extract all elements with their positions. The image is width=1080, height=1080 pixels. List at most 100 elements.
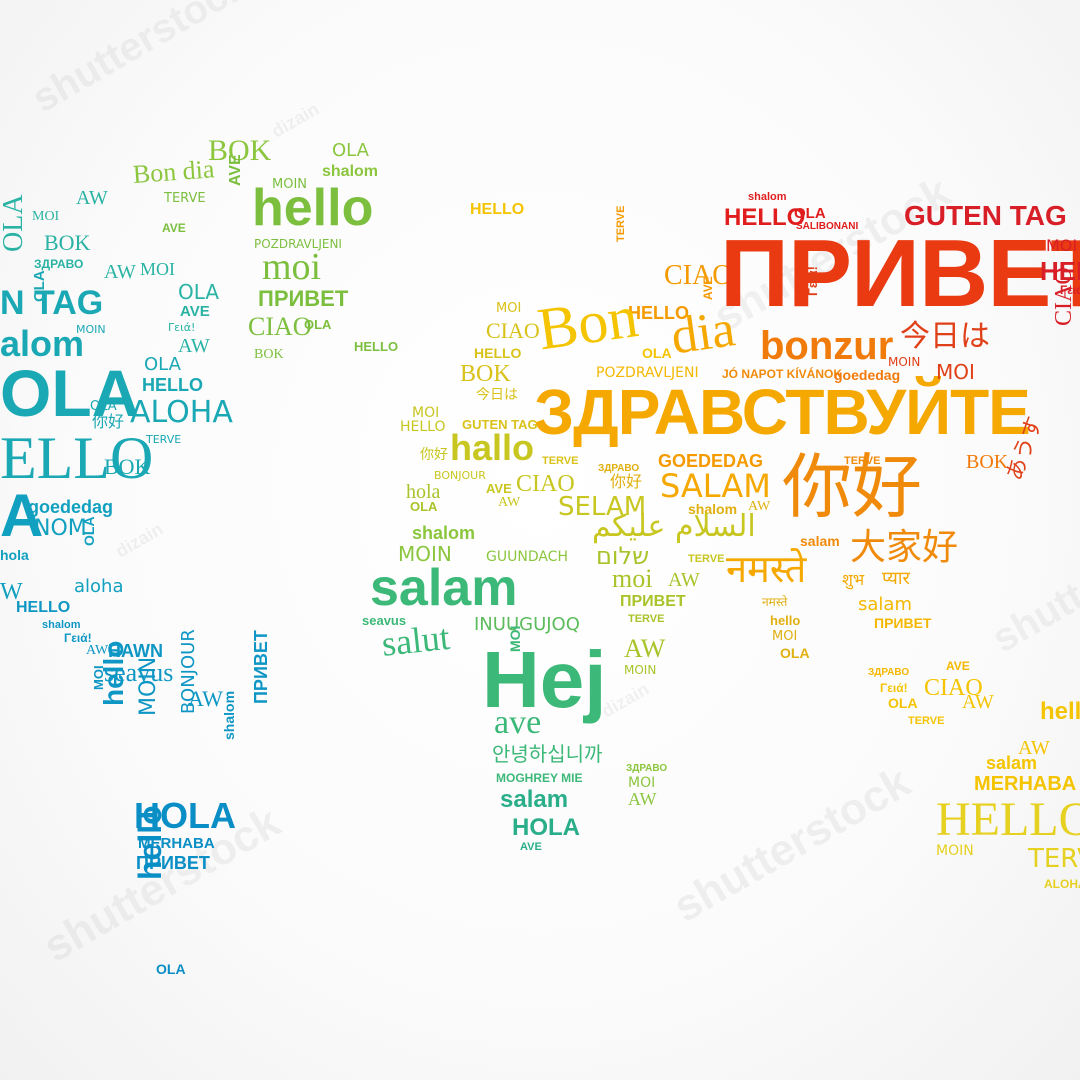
greeting-word: moi (262, 246, 322, 288)
greeting-word: HELLO (936, 793, 1080, 846)
greeting-word: HELLO (354, 339, 399, 354)
greeting-word: BOK (460, 361, 511, 387)
greeting-word: SALIBONANI (796, 221, 859, 232)
greeting-word: hello (98, 640, 129, 706)
greeting-word: BOK (104, 454, 151, 479)
greeting-word: shalom (688, 501, 738, 517)
greeting-word: HELL (1040, 256, 1080, 286)
greeting-word: aloha (74, 576, 124, 597)
greeting-word: GUUNDACH (486, 549, 568, 565)
greeting-word: 你好 (92, 412, 125, 431)
greeting-word: AVE (520, 841, 542, 853)
greeting-word: salut (379, 616, 452, 664)
greeting-word: AVE (227, 154, 244, 186)
greeting-word: AVE (701, 276, 715, 300)
greeting-word: ELLO (0, 425, 154, 491)
greeting-word: AW (188, 686, 223, 711)
greeting-word: AW (76, 187, 108, 209)
greeting-word: AW (86, 643, 109, 658)
greeting-word: hello (252, 179, 374, 237)
greeting-word: NOM (34, 516, 87, 541)
greeting-word: ЗДРАВО (868, 667, 910, 678)
greeting-word: AW (628, 789, 657, 809)
greeting-word: OLA (31, 270, 48, 302)
greeting-word: Γειά! (168, 321, 196, 334)
greeting-word: CIAO (486, 318, 540, 343)
greeting-word: OLA (0, 356, 140, 430)
greeting-word: OLA (794, 205, 826, 222)
greeting-word: MOI (936, 360, 975, 384)
greeting-word: OLA (81, 516, 97, 546)
greeting-word: N TAG (0, 284, 104, 322)
greeting-word: JÓ NAPOT KÍVÁNOK (722, 367, 843, 381)
greeting-word: AW (748, 499, 771, 514)
greeting-word: TERVE (688, 553, 725, 565)
greeting-word: HELLO (628, 303, 689, 323)
greeting-word: Γειά! (805, 266, 820, 296)
greeting-word: shalom (42, 619, 81, 631)
greeting-word: BOK (208, 134, 272, 167)
greeting-word: CIAO (248, 312, 312, 341)
greeting-word: Γειά! (64, 631, 92, 645)
greeting-word: AW (1018, 737, 1050, 759)
greeting-word: CIAO (924, 675, 983, 701)
greeting-word: ПРИВЕТ (251, 630, 271, 704)
greeting-word: OLA (332, 140, 369, 161)
greeting-word: 今日は (900, 319, 990, 354)
greeting-word: CIAO (516, 471, 575, 497)
greeting-word: ПРИВЕТ (620, 593, 686, 610)
greeting-word: GOEDEDAG (658, 451, 764, 471)
greeting-word: AW (962, 691, 994, 713)
greeting-word: MOI (496, 301, 522, 316)
greeting-word: नमस्ते (726, 547, 807, 591)
greeting-word: MOI (140, 259, 175, 279)
greeting-word: ЗДРАВО (598, 463, 640, 474)
greeting-word: Bon dia (131, 154, 216, 189)
greeting-word: TERVE (542, 455, 579, 467)
greeting-word: OLA (90, 399, 117, 414)
greeting-word: alom (0, 323, 85, 364)
greeting-word: TERVE (628, 613, 665, 625)
greeting-word: TERV (1028, 844, 1080, 874)
greeting-word: ПРИВЕТ (720, 220, 1080, 327)
greeting-word: hola (406, 481, 441, 503)
greeting-word: OLA (144, 354, 181, 375)
greeting-word: AVE (946, 659, 970, 673)
greeting-word: BOK (44, 230, 91, 255)
greeting-word: OLA (410, 499, 438, 514)
greeting-word: السلام عليكم (592, 509, 756, 544)
greeting-word: ПРИВЕТ (874, 615, 932, 631)
greeting-word: GUTEN TAG (904, 200, 1067, 231)
watermark-text: dizain (112, 518, 167, 562)
greeting-word: HELLO (142, 375, 203, 395)
greeting-word: 大家好 (850, 527, 959, 568)
greeting-word: MOIN (272, 177, 308, 192)
greeting-word: AVE (162, 221, 186, 235)
greeting-word: ЗДРАВСТВУЙТЕ (534, 376, 1031, 448)
greeting-word: MOIN (398, 542, 452, 566)
greeting-word: ЗДРАВО (34, 257, 84, 271)
greeting-word: 你好 (610, 472, 643, 491)
greeting-word: TERVE (615, 205, 627, 242)
watermark-text: shutterstock (665, 757, 919, 932)
greeting-word: MOI (772, 629, 798, 644)
greeting-word: AW (668, 569, 700, 591)
greeting-word: ave (494, 704, 542, 741)
greeting-word: MOIN (624, 663, 657, 677)
greeting-word: OLA (178, 280, 220, 304)
greeting-word: HELLO (474, 345, 522, 361)
greeting-word: MOI (32, 209, 60, 224)
greeting-word: bonzur (760, 324, 894, 368)
greeting-word: MOI (412, 405, 440, 421)
greeting-word: 안녕하십니까 (492, 742, 603, 766)
greeting-word: goededag (28, 497, 114, 517)
greeting-word: HOLA (512, 814, 580, 841)
greeting-word: MOI (1046, 236, 1078, 255)
greeting-word: Γειά (1060, 283, 1080, 297)
greeting-word: 你好 (782, 446, 922, 528)
greeting-word: salam (986, 753, 1038, 773)
greeting-word: hello (770, 613, 801, 628)
greeting-word: shalom (412, 523, 476, 543)
greeting-word: salam (858, 594, 912, 615)
